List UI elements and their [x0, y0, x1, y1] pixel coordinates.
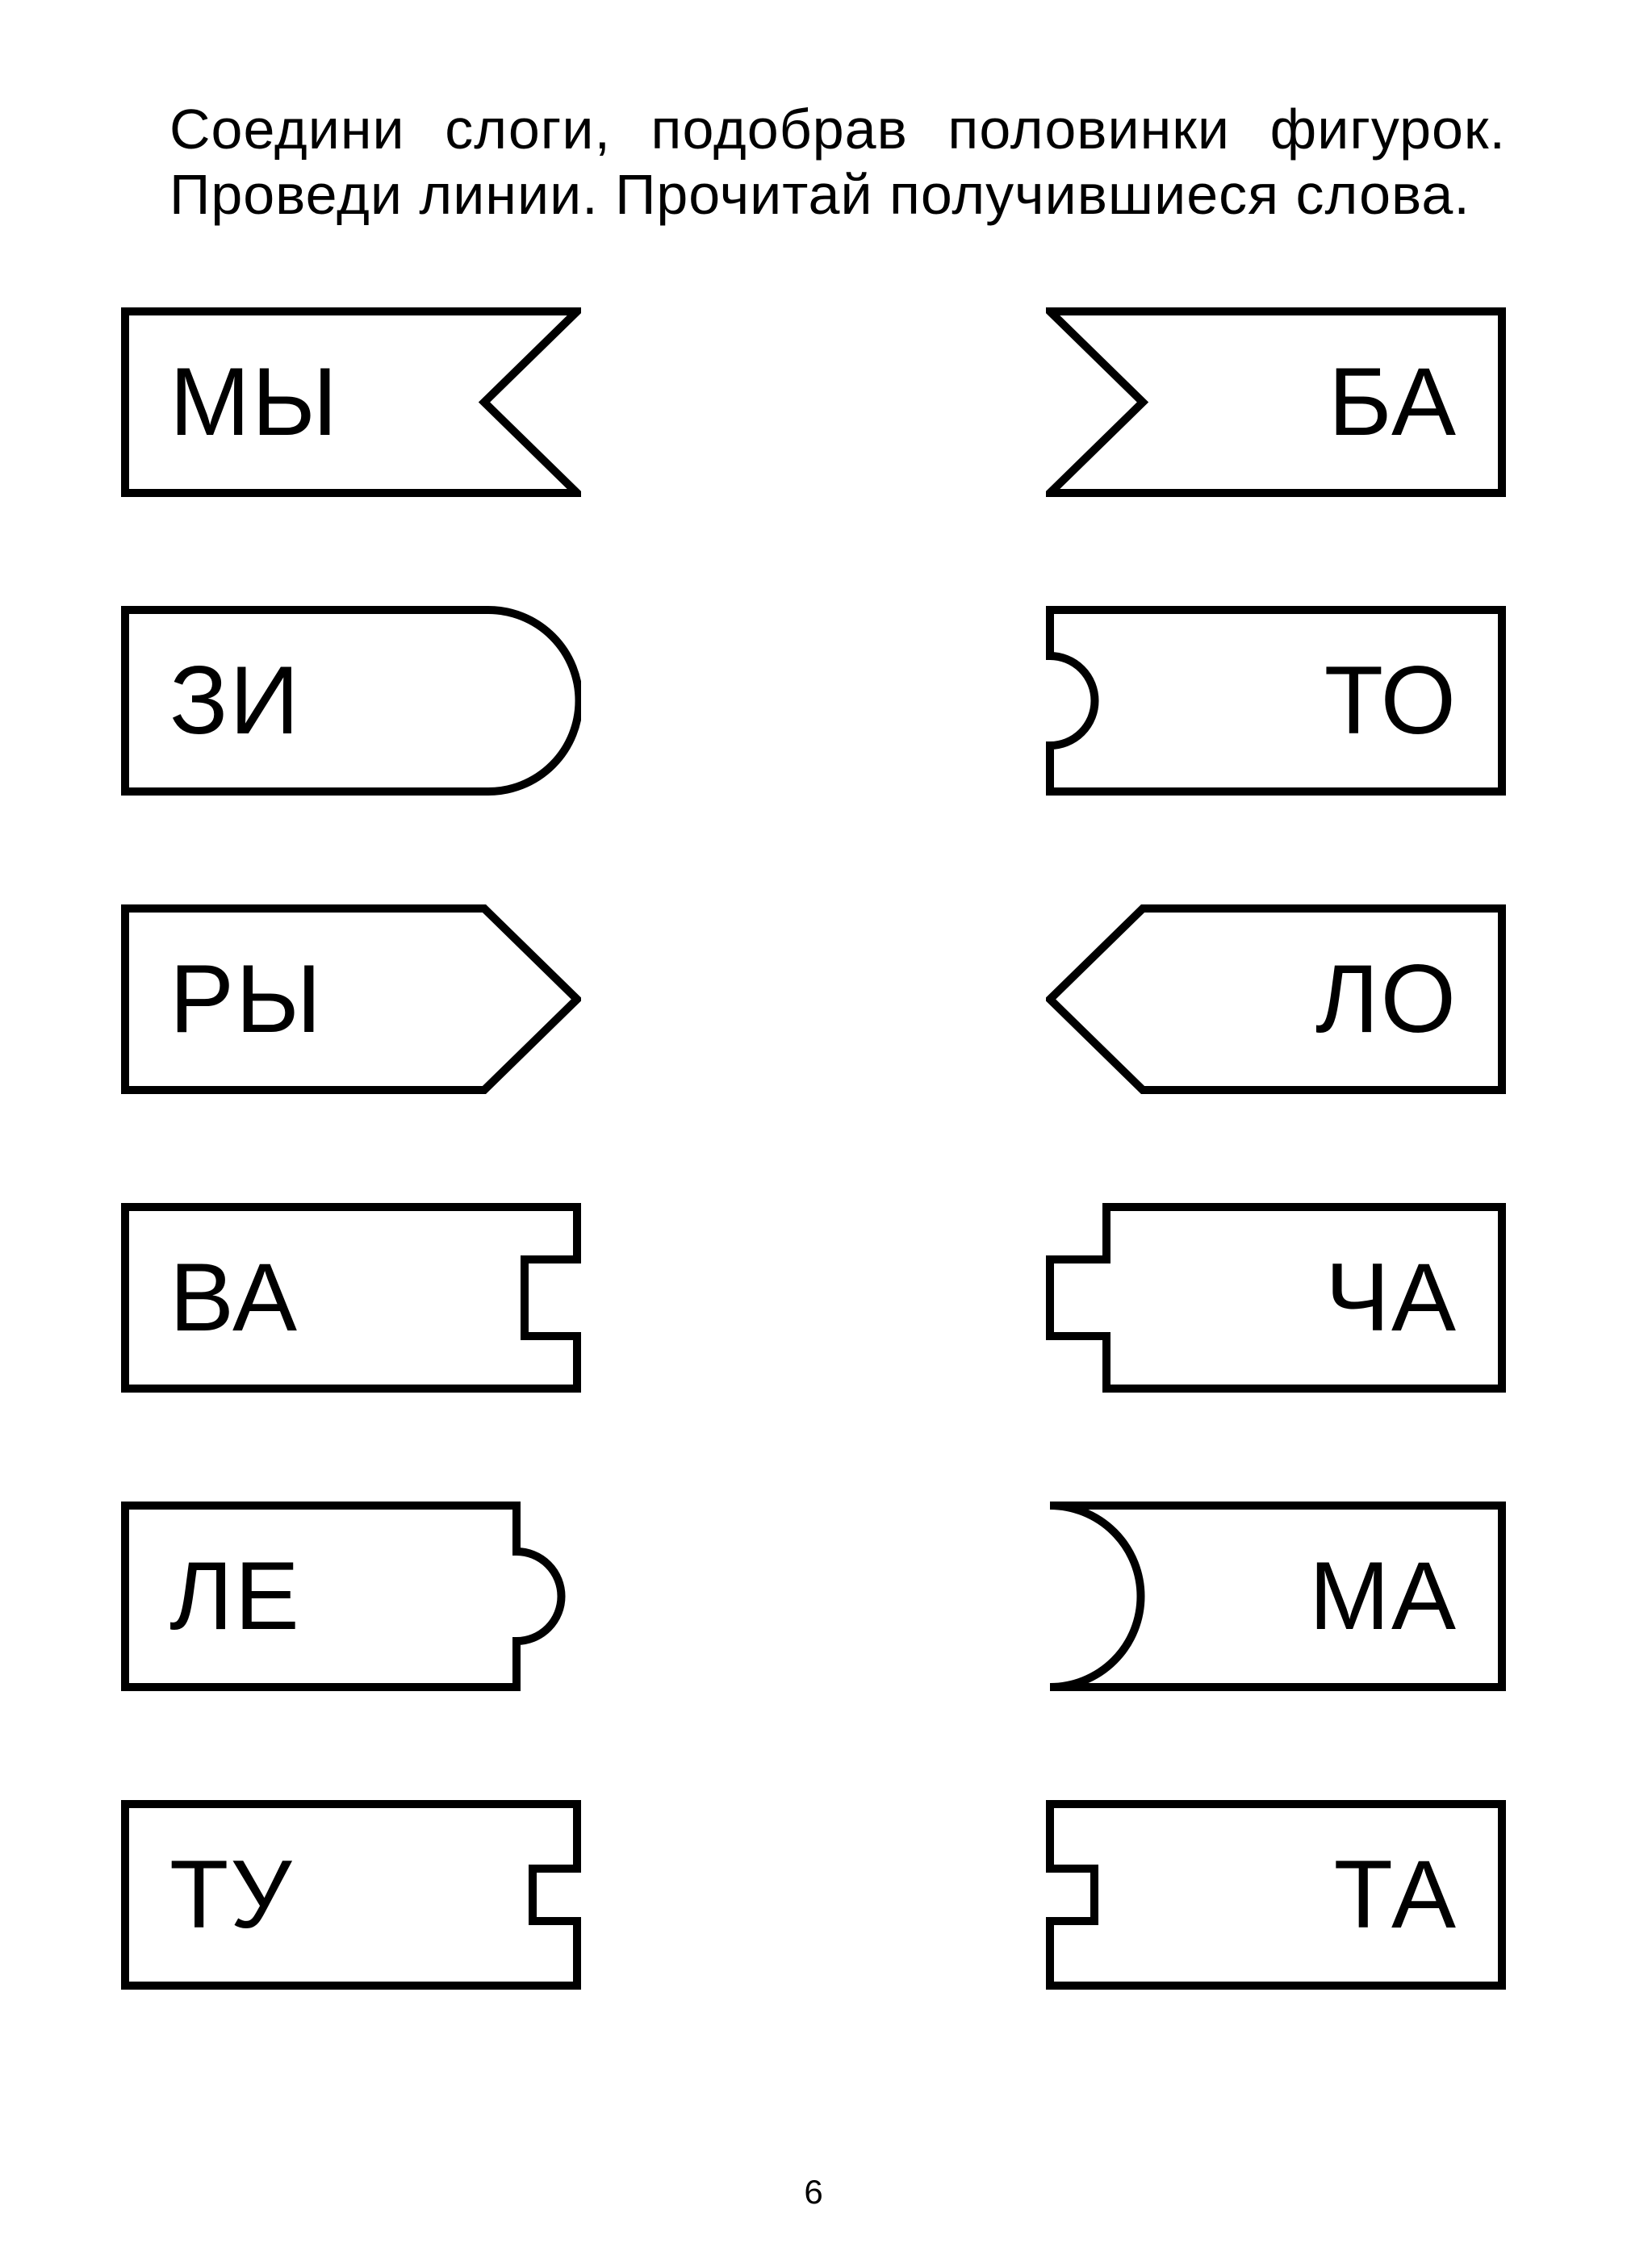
syllable-label: ЧА — [1325, 1203, 1458, 1393]
puzzle-grid: МЫ ЗИ РЫ ВА — [121, 307, 1506, 1990]
puzzle-piece-left-2: РЫ — [121, 904, 581, 1094]
puzzle-piece-right-0: БА — [1046, 307, 1506, 497]
puzzle-piece-left-0: МЫ — [121, 307, 581, 497]
puzzle-piece-right-3: ЧА — [1046, 1203, 1506, 1393]
syllable-label: ЛЕ — [169, 1502, 301, 1691]
puzzle-piece-left-5: ТУ — [121, 1800, 581, 1990]
syllable-label: МА — [1309, 1502, 1458, 1691]
syllable-label: ЛО — [1315, 904, 1458, 1094]
instructions-text: Соедини слоги, подобрав половинки фигуро… — [121, 97, 1506, 227]
page-number: 6 — [0, 2173, 1627, 2212]
left-column: МЫ ЗИ РЫ ВА — [121, 307, 581, 1990]
right-column: БА ТО ЛО ЧА — [1046, 307, 1506, 1990]
syllable-label: ТО — [1324, 606, 1458, 796]
syllable-label: ВА — [169, 1203, 299, 1393]
syllable-label: БА — [1328, 307, 1458, 497]
syllable-label: ТА — [1334, 1800, 1458, 1990]
puzzle-piece-right-2: ЛО — [1046, 904, 1506, 1094]
worksheet-page: Соедини слоги, подобрав половинки фигуро… — [0, 0, 1627, 2268]
syllable-label: РЫ — [169, 904, 323, 1094]
syllable-label: ТУ — [169, 1800, 294, 1990]
puzzle-piece-right-1: ТО — [1046, 606, 1506, 796]
puzzle-piece-right-5: ТА — [1046, 1800, 1506, 1990]
puzzle-piece-right-4: МА — [1046, 1502, 1506, 1691]
puzzle-piece-left-4: ЛЕ — [121, 1502, 581, 1691]
syllable-label: МЫ — [169, 307, 339, 497]
puzzle-piece-left-3: ВА — [121, 1203, 581, 1393]
puzzle-piece-left-1: ЗИ — [121, 606, 581, 796]
syllable-label: ЗИ — [169, 606, 301, 796]
